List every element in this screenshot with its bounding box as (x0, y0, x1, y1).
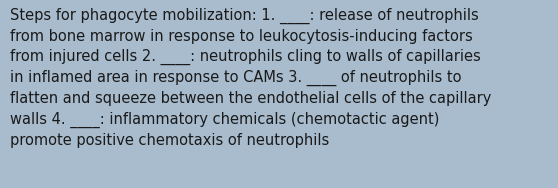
Text: Steps for phagocyte mobilization: 1. ____: release of neutrophils
from bone marr: Steps for phagocyte mobilization: 1. ___… (10, 8, 492, 148)
